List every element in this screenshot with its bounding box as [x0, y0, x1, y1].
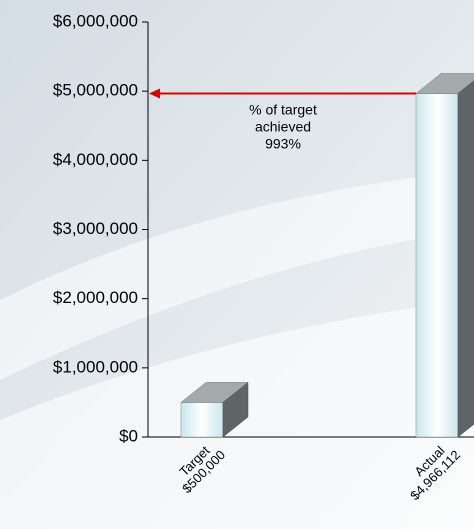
y-tick-label: $1,000,000 — [53, 357, 138, 376]
arrow-head — [149, 88, 160, 99]
bar — [415, 93, 459, 438]
bar-side — [222, 381, 249, 438]
annotation: % of target — [249, 102, 317, 118]
bar-side — [457, 80, 474, 438]
annotation: 993% — [265, 136, 301, 152]
y-tick-label: $4,000,000 — [53, 150, 138, 169]
y-tick-label: $6,000,000 — [53, 11, 138, 30]
annotation: achieved — [255, 119, 311, 135]
bar-top — [415, 73, 474, 94]
y-tick-label: $2,000,000 — [53, 288, 138, 307]
y-tick-label: $0 — [119, 426, 138, 445]
background-swoosh — [0, 170, 474, 380]
y-tick-label: $5,000,000 — [53, 81, 138, 100]
bar — [180, 402, 224, 438]
y-tick-label: $3,000,000 — [53, 219, 138, 238]
